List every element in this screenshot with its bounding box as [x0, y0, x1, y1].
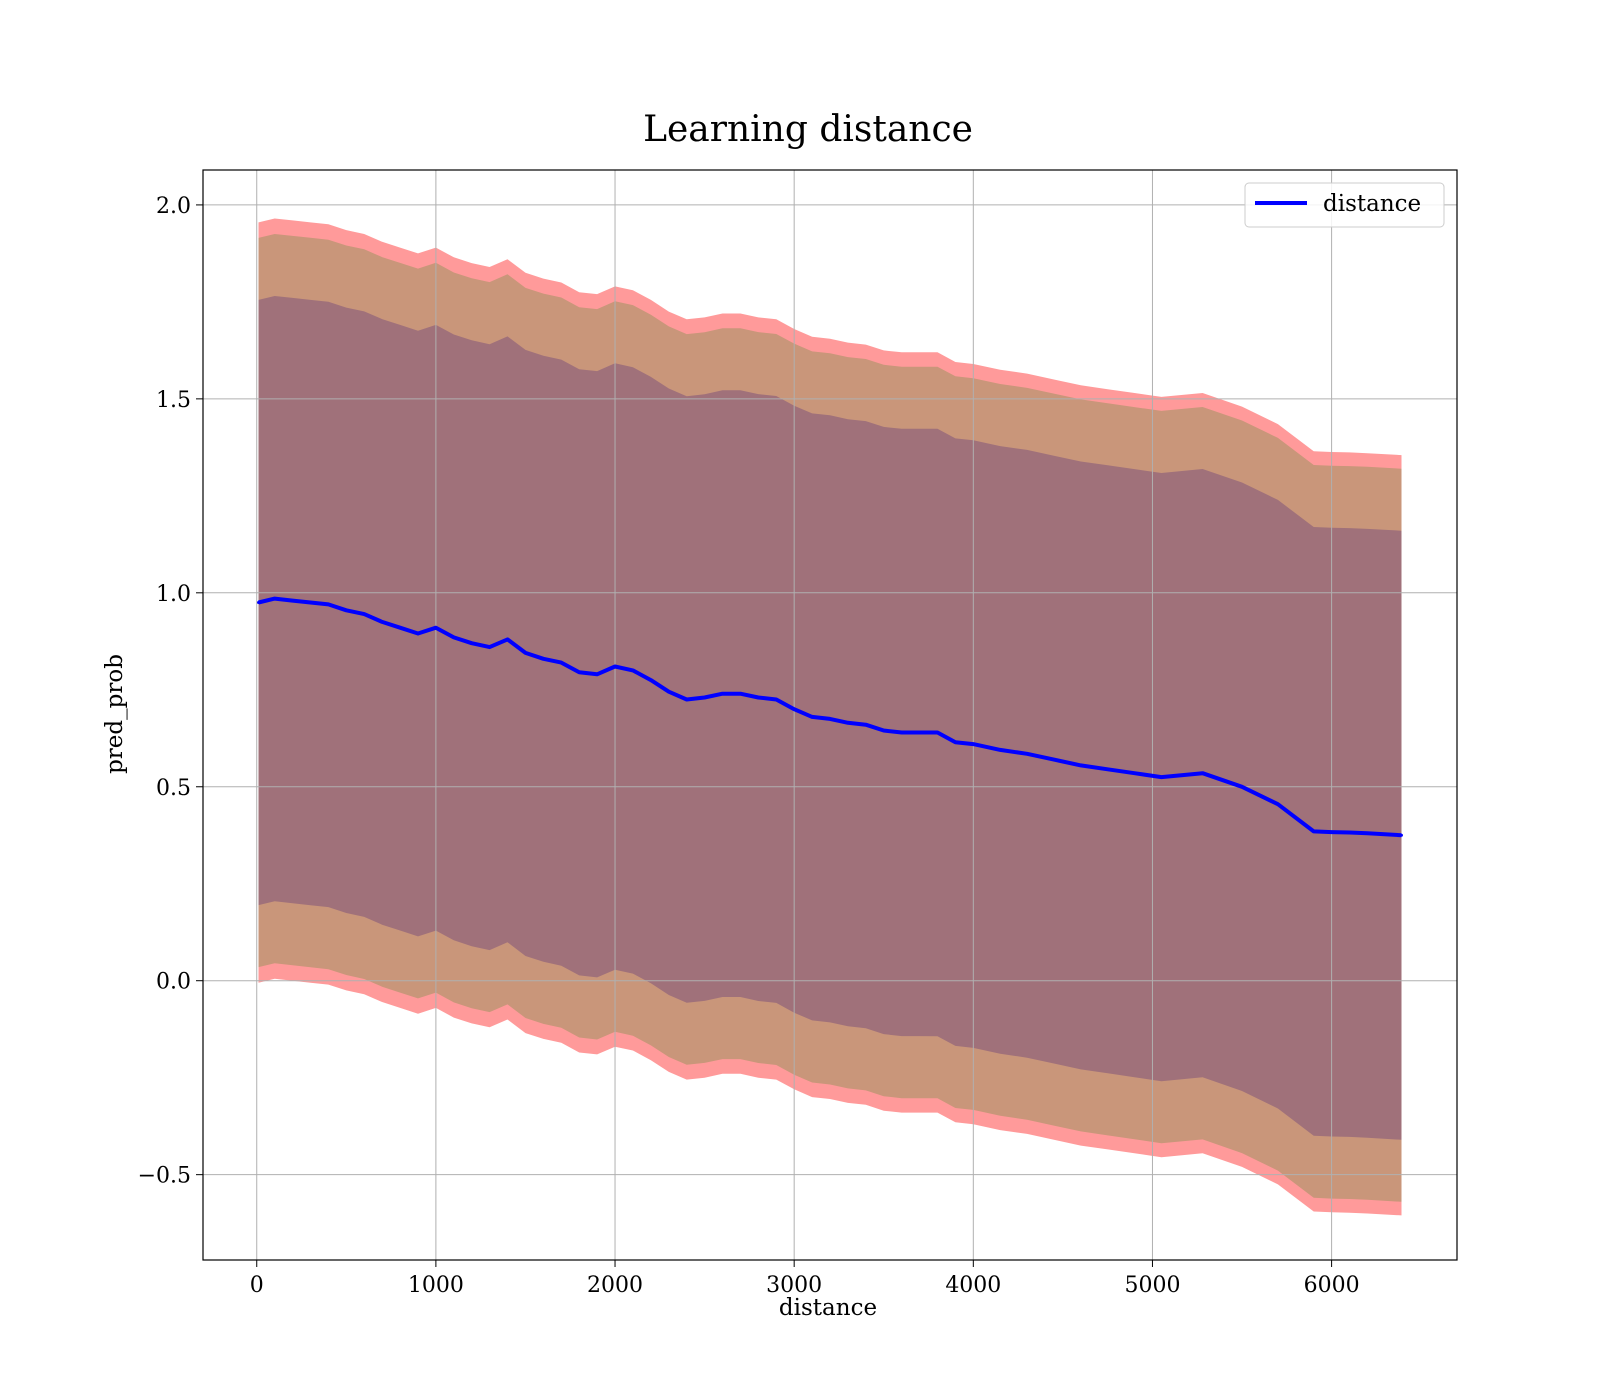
data-point [721, 692, 725, 696]
x-tick-label: 0 [250, 1273, 264, 1298]
series-line-distance [258, 596, 1402, 838]
data-point [308, 601, 312, 605]
data-point [756, 696, 760, 700]
data-point [452, 635, 456, 639]
data-point [434, 626, 438, 630]
y-tick-label: 2.0 [156, 194, 191, 219]
data-point [1052, 758, 1056, 762]
data-point [685, 697, 689, 701]
data-point [1312, 829, 1316, 833]
data-point [882, 729, 886, 733]
data-point [1025, 752, 1029, 756]
data-point [1133, 771, 1137, 775]
data-point [971, 742, 975, 746]
data-point [344, 608, 348, 612]
x-tick-label: 5000 [1124, 1273, 1180, 1298]
data-point [1365, 831, 1369, 835]
data-point [488, 645, 492, 649]
plot-area: 0 1000 2000 3000 4000 5000 6000 −0.5 0.0 0.5 1.0 1.… [138, 169, 1458, 1298]
y-tick-label: 1.5 [156, 388, 191, 413]
axes-frame [202, 169, 1458, 1261]
data-point [998, 748, 1002, 752]
data-point [846, 721, 850, 725]
y-tick-label: 0.0 [156, 970, 191, 995]
x-tick-label: 4000 [945, 1273, 1001, 1298]
data-point [362, 612, 366, 616]
data-point [613, 665, 617, 669]
data-point [326, 602, 330, 606]
data-point [273, 597, 277, 601]
data-point [792, 707, 796, 711]
y-axis-label: pred_prob [102, 654, 128, 774]
x-tick-label: 3000 [766, 1273, 822, 1298]
data-point [416, 632, 420, 636]
y-tick-label: 1.0 [156, 582, 191, 607]
data-point [595, 672, 599, 676]
data-point [738, 692, 742, 696]
data-point [523, 651, 527, 655]
legend-label-distance: distance [1323, 191, 1421, 217]
data-point [864, 723, 868, 727]
chart-title: Learning distance [643, 109, 973, 150]
data-point [506, 637, 510, 641]
data-point [541, 657, 545, 661]
data-point [935, 730, 939, 734]
data-point [470, 641, 474, 645]
data-point [1276, 802, 1280, 806]
y-tick-label: 0.5 [156, 776, 191, 801]
data-point [953, 740, 957, 744]
legend-box [1244, 182, 1445, 228]
x-tick-label: 1000 [408, 1273, 464, 1298]
data-point [1159, 775, 1163, 779]
data-point [1240, 785, 1244, 789]
data-point [1399, 833, 1403, 837]
x-axis-label: distance [779, 1295, 877, 1321]
data-point [1330, 830, 1334, 834]
data-point [559, 661, 563, 665]
data-point [380, 620, 384, 624]
data-point [1079, 763, 1083, 767]
data-point [398, 626, 402, 630]
data-point [828, 717, 832, 721]
data-point [1106, 767, 1110, 771]
data-point [810, 715, 814, 719]
y-tick-label: −0.5 [138, 1164, 191, 1189]
data-point [649, 678, 653, 682]
data-point [291, 599, 295, 603]
data-point [774, 697, 778, 701]
data-point [900, 730, 904, 734]
data-point [631, 668, 635, 672]
data-point [257, 601, 261, 605]
x-tick-label: 6000 [1304, 1273, 1360, 1298]
data-point [667, 690, 671, 694]
data-point [1201, 771, 1205, 775]
data-point [918, 730, 922, 734]
data-point [577, 670, 581, 674]
data-point [703, 696, 707, 700]
x-tick-label: 2000 [587, 1273, 643, 1298]
data-point [1348, 831, 1352, 835]
